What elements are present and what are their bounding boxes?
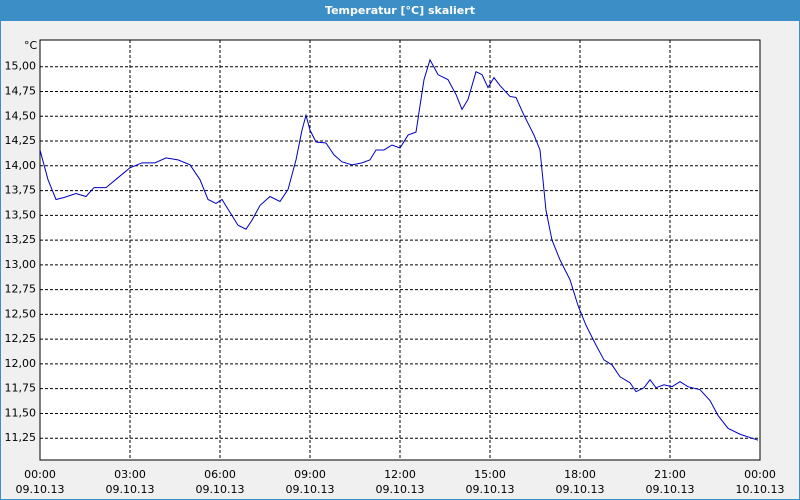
y-tick-label: 14,75 — [5, 85, 37, 98]
x-tick-label: 09:00 09.10.13 — [286, 468, 335, 496]
y-tick-label: 11,75 — [5, 382, 37, 395]
plot-border — [39, 39, 761, 461]
x-tick-label: 15:00 09.10.13 — [466, 468, 515, 496]
x-tick-label: 00:00 09.10.13 — [16, 468, 65, 496]
x-tick-label: 12:00 09.10.13 — [376, 468, 425, 496]
x-tick-label: 03:00 09.10.13 — [106, 468, 155, 496]
y-tick-label: 12,50 — [5, 307, 37, 320]
y-tick-label: 13,00 — [5, 258, 37, 271]
title-bar — [0, 0, 800, 21]
y-tick-label: 14,50 — [5, 109, 37, 122]
y-tick-label: 11,50 — [5, 406, 37, 419]
y-axis-label: °C — [24, 39, 38, 52]
y-tick-label: 14,25 — [5, 134, 37, 147]
y-tick-label: 12,75 — [5, 283, 37, 296]
y-tick-label: 15,00 — [5, 60, 37, 73]
x-tick-label: 21:00 09.10.13 — [646, 468, 695, 496]
y-tick-label: 13,50 — [5, 208, 37, 221]
x-tick-label: 18:00 09.10.13 — [556, 468, 605, 496]
x-tick-label: 00:00 10.10.13 — [736, 468, 785, 496]
chart-title: Temperatur [°C] skaliert — [325, 4, 475, 17]
y-tick-label: 13,75 — [5, 184, 37, 197]
y-tick-label: 12,00 — [5, 357, 37, 370]
y-tick-label: 11,25 — [5, 431, 37, 444]
data-line — [39, 58, 759, 441]
y-tick-label: 13,25 — [5, 233, 37, 246]
y-tick-label: 12,25 — [5, 332, 37, 345]
x-tick-label: 06:00 09.10.13 — [196, 468, 245, 496]
y-tick-label: 14,00 — [5, 159, 37, 172]
